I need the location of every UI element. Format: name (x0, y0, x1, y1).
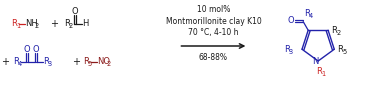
Text: R: R (284, 45, 290, 54)
Text: 1: 1 (321, 70, 325, 77)
Text: 68-88%: 68-88% (199, 54, 228, 62)
Text: 2: 2 (69, 23, 73, 30)
Text: R: R (13, 58, 19, 67)
Text: 2: 2 (336, 30, 340, 36)
Text: O: O (33, 46, 39, 54)
Text: NH: NH (25, 20, 37, 29)
Text: 1: 1 (16, 23, 20, 30)
Text: 2: 2 (107, 61, 111, 68)
Text: 2: 2 (35, 23, 39, 30)
Text: R: R (337, 45, 343, 54)
Text: 70 °C, 4-10 h: 70 °C, 4-10 h (188, 28, 239, 37)
Text: R: R (304, 9, 310, 18)
Text: NO: NO (97, 58, 110, 67)
Text: +: + (72, 57, 80, 67)
Text: R: R (43, 58, 49, 67)
Text: H: H (82, 20, 88, 29)
Text: O: O (23, 46, 30, 54)
Text: R: R (331, 26, 337, 35)
Text: 5: 5 (88, 61, 92, 68)
Text: 4: 4 (309, 13, 313, 19)
Text: R: R (83, 58, 88, 67)
Text: O: O (71, 8, 78, 16)
Text: N: N (312, 56, 318, 66)
Text: 3: 3 (289, 49, 293, 55)
Text: R: R (11, 20, 17, 29)
Text: 3: 3 (48, 61, 52, 68)
Text: Montmorillonite clay K10: Montmorillonite clay K10 (166, 16, 261, 25)
Text: 10 mol%: 10 mol% (197, 6, 230, 15)
Text: +: + (1, 57, 9, 67)
Text: +: + (50, 19, 58, 29)
Text: R: R (316, 67, 322, 76)
Text: 5: 5 (342, 49, 347, 55)
Text: R: R (64, 20, 70, 29)
Text: 4: 4 (18, 61, 22, 68)
Text: O: O (288, 16, 294, 25)
